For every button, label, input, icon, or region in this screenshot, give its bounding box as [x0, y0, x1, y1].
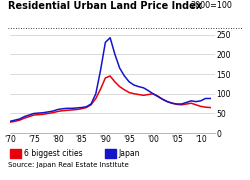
Text: Residential Urban Land Price Index: Residential Urban Land Price Index: [8, 1, 202, 11]
Text: 6 biggest cities: 6 biggest cities: [24, 149, 82, 158]
Text: Source: Japan Real Estate Institute: Source: Japan Real Estate Institute: [8, 162, 128, 168]
Text: 2000=100: 2000=100: [190, 1, 232, 10]
Text: Japan: Japan: [119, 149, 140, 158]
